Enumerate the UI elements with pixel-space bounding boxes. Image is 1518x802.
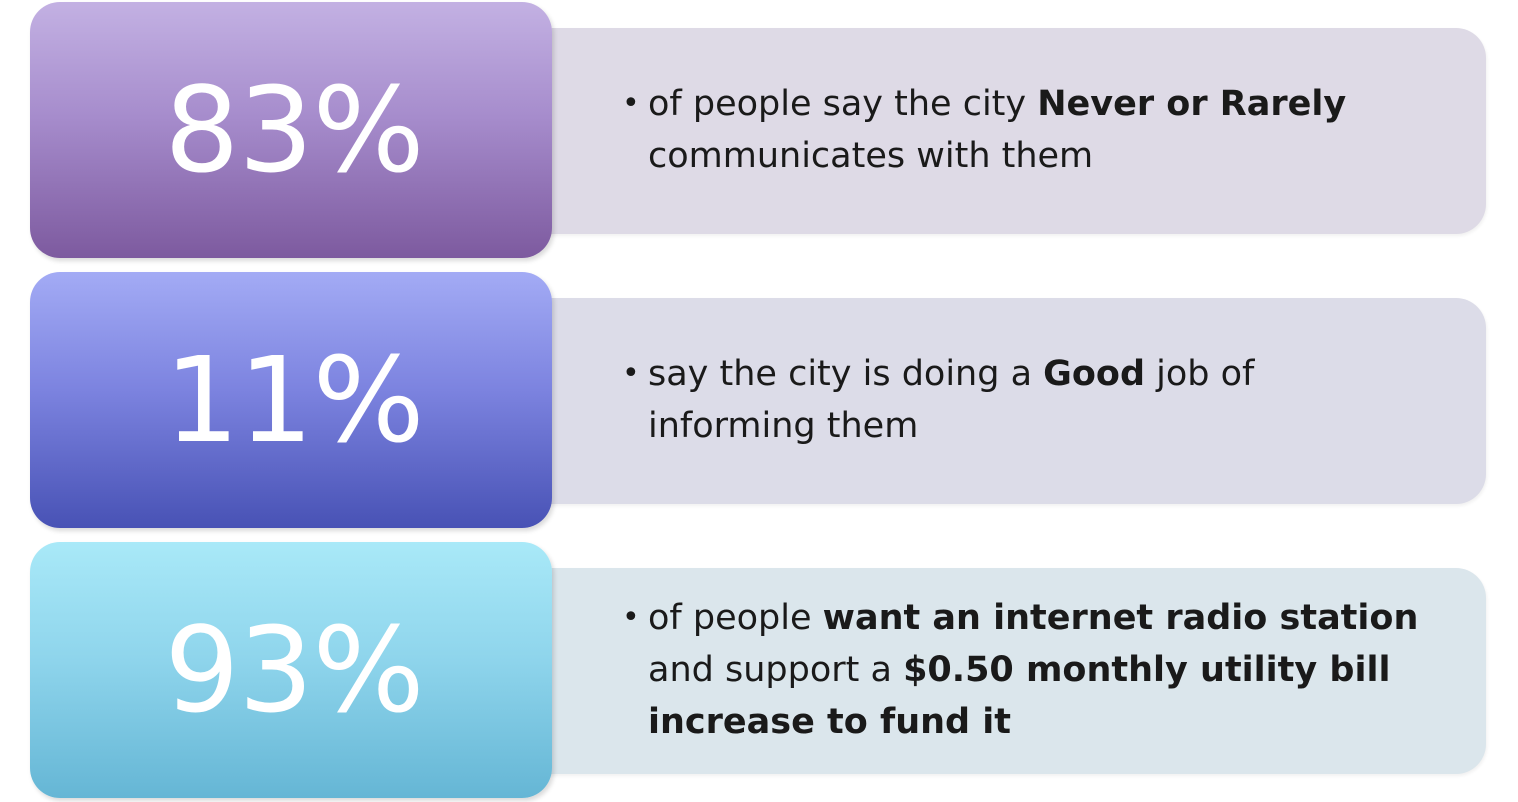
bullet-icon: • [622, 356, 640, 391]
text-segment-bold: Good [1043, 354, 1146, 394]
stat-value-box: 83% [30, 2, 552, 258]
text-segment: of people [648, 598, 823, 638]
stat-value: 93% [164, 601, 424, 739]
text-segment: communicates with them [648, 136, 1094, 176]
text-segment: job of informing them [648, 354, 1255, 446]
text-segment: of people say the city [648, 84, 1038, 124]
stat-description-panel [520, 298, 1486, 504]
text-segment-bold: want an internet radio station [822, 598, 1419, 638]
stat-description-panel [520, 28, 1486, 234]
stat-value: 83% [164, 61, 424, 199]
bullet-icon: • [622, 86, 640, 121]
bullet-icon: • [622, 600, 640, 635]
stat-value: 11% [164, 331, 424, 469]
stat-description-panel [520, 568, 1486, 774]
stat-row-3: 93% • of people want an internet radio s… [0, 540, 1518, 802]
stat-row-2: 11% • say the city is doing a Good job o… [0, 270, 1518, 532]
text-segment-bold: $0.50 monthly utility bill increase to f… [648, 650, 1391, 742]
stat-description-text: of people want an internet radio station… [648, 592, 1422, 748]
stat-description: • of people want an internet radio stati… [622, 592, 1422, 748]
stat-description-text: say the city is doing a Good job of info… [648, 348, 1422, 452]
stat-description: • say the city is doing a Good job of in… [622, 348, 1422, 452]
stat-value-box: 11% [30, 272, 552, 528]
stat-value-box: 93% [30, 542, 552, 798]
stat-row-1: 83% • of people say the city Never or Ra… [0, 0, 1518, 262]
text-segment: and support a [648, 650, 904, 690]
text-segment-bold: Never or Rarely [1037, 84, 1347, 124]
stat-description: • of people say the city Never or Rarely… [622, 78, 1422, 182]
text-segment: say the city is doing a [648, 354, 1044, 394]
stat-description-text: of people say the city Never or Rarely c… [648, 78, 1422, 182]
